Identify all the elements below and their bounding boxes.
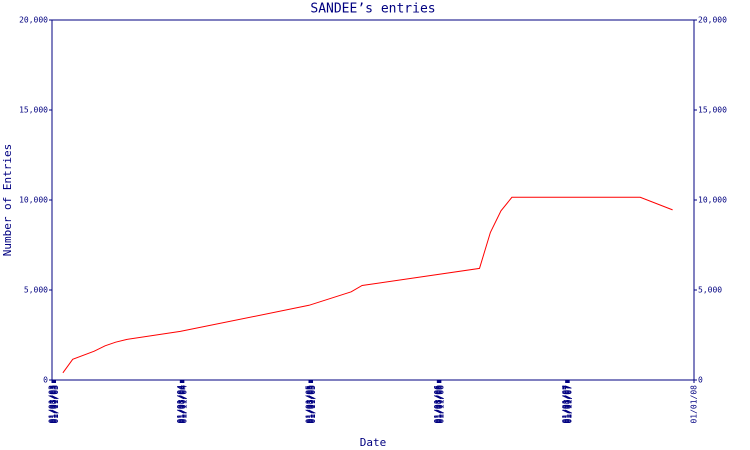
- y-tick-label: 20,000: [19, 16, 48, 25]
- x-tick-label: 01/01/04: [176, 385, 185, 424]
- x-tick-label: 01/11/07: [565, 385, 574, 424]
- x-tick-label: 01/01/05: [305, 385, 314, 424]
- x-tick-label: 01/01/03: [48, 385, 57, 424]
- x-tick-label: 01/03/03: [48, 385, 57, 424]
- y2-tick-label: 15,000: [698, 106, 727, 115]
- y2-tick-label: 20,000: [698, 16, 727, 25]
- x-tick-label: 01/09/07: [564, 385, 573, 424]
- y2-tick-label: 5,000: [698, 286, 722, 295]
- x-tick-label: 01/07/06: [435, 385, 444, 424]
- x-tick-label: 01/03/05: [305, 385, 314, 424]
- x-tick-label: 01/09/05: [307, 385, 316, 424]
- x-tick-label: 01/01/07: [561, 385, 570, 424]
- y-tick-label: 15,000: [19, 106, 48, 115]
- x-tick-label: 01/11/06: [436, 385, 445, 424]
- y2-tick-label: 0: [698, 376, 703, 385]
- x-tick-label: 01/11/03: [51, 385, 60, 424]
- x-tick-label: 01/11/05: [308, 385, 317, 424]
- x-tick-label: 01/07/03: [50, 385, 59, 424]
- x-tick-label: 01/05/03: [49, 385, 58, 424]
- x-tick-label: 01/09/03: [50, 385, 59, 424]
- x-tick-label: 01/07/05: [307, 385, 316, 424]
- y-axis-label: Number of Entries: [1, 144, 14, 257]
- x-tick-label: 01/05/05: [306, 385, 315, 424]
- chart-title: SANDEE’s entries: [310, 2, 435, 17]
- y-tick-label: 0: [43, 376, 48, 385]
- y-tick-label: 10,000: [19, 196, 48, 205]
- x-tick-label: 01/11/04: [179, 385, 188, 424]
- y-tick-label: 5,000: [24, 286, 48, 295]
- x-tick-label: 01/05/07: [563, 385, 572, 424]
- x-tick-label: 01/05/04: [177, 385, 186, 424]
- x-tick-label: 01/03/07: [562, 385, 571, 424]
- x-tick-label: 01/01/06: [433, 385, 442, 424]
- plot-frame: [51, 19, 695, 381]
- x-tick-label: 01/07/07: [563, 385, 572, 424]
- x-tick-label: 01/03/06: [434, 385, 443, 424]
- x-tick-label: 01/09/04: [179, 385, 188, 424]
- x-tick-label: 01/03/04: [177, 385, 186, 424]
- y2-tick-label: 10,000: [698, 196, 727, 205]
- data-line: [62, 196, 673, 374]
- x-tick-label: 01/09/06: [436, 385, 445, 424]
- x-axis-label: Date: [360, 436, 387, 449]
- x-tick-label: 01/05/06: [434, 385, 443, 424]
- x-tick-label: 01/01/08: [690, 385, 699, 424]
- x-tick-label: 01/07/04: [178, 385, 187, 424]
